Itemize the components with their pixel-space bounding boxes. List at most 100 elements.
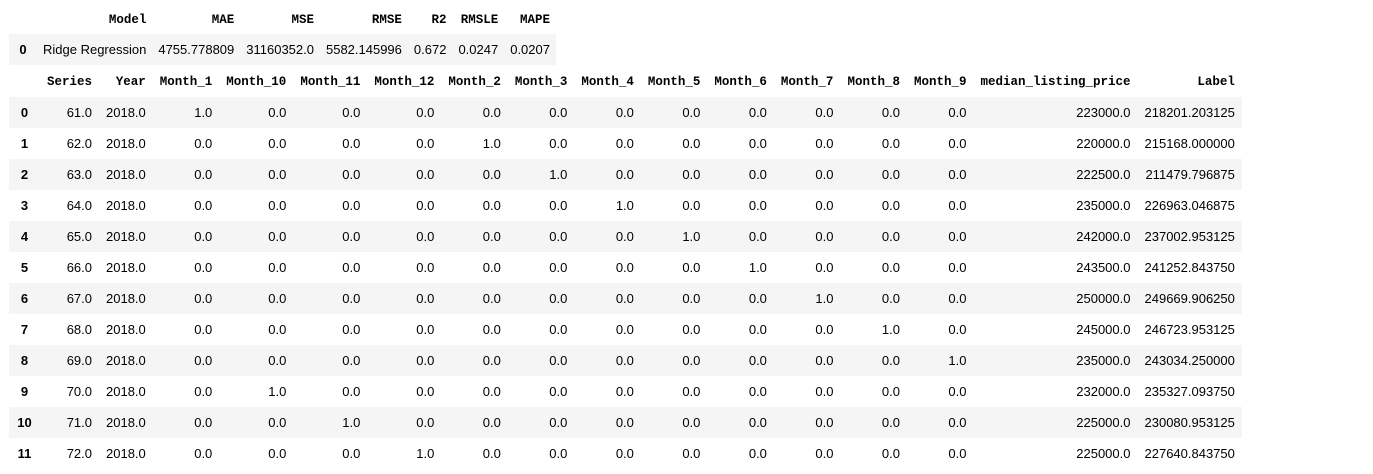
predictions-cell: 2018.0	[106, 260, 146, 275]
predictions-cell: 0.0	[482, 198, 501, 213]
metrics-column-header: RMSE	[371, 13, 402, 27]
metrics-column-header: MAPE	[519, 13, 550, 27]
predictions-cell: 0.0	[682, 322, 701, 337]
predictions-cell: 0.0	[549, 291, 568, 306]
predictions-cell: 0.0	[194, 136, 213, 151]
predictions-cell: 0.0	[815, 384, 834, 399]
predictions-row-index: 6	[20, 291, 29, 306]
predictions-cell: 0.0	[748, 353, 767, 368]
predictions-cell: 0.0	[682, 353, 701, 368]
predictions-cell: 0.0	[815, 260, 834, 275]
predictions-cell: 0.0	[416, 322, 435, 337]
predictions-row-index: 5	[20, 260, 29, 275]
predictions-row: 9 70.0 2018.0 0.0 1.0 0.0 0.0 0.0 0.0 0.0 0.0 0.0 0.…	[9, 376, 1242, 407]
predictions-cell: 64.0	[66, 198, 93, 213]
metrics-cell: 5582.145996	[325, 42, 402, 57]
predictions-cell: 0.0	[615, 384, 634, 399]
metrics-cell: Ridge Regression	[43, 42, 147, 57]
predictions-column-header: Month_2	[448, 75, 501, 89]
predictions-cell: 223000.0	[1076, 105, 1131, 120]
predictions-cell: 0.0	[948, 415, 967, 430]
predictions-cell: 0.0	[549, 260, 568, 275]
predictions-row-index: 7	[20, 322, 29, 337]
predictions-cell: 1.0	[615, 198, 634, 213]
predictions-cell: 0.0	[549, 384, 568, 399]
predictions-column-header: Label	[1197, 75, 1235, 89]
predictions-cell: 0.0	[194, 229, 213, 244]
predictions-column-header: Month_8	[847, 75, 900, 89]
predictions-cell: 0.0	[268, 260, 287, 275]
predictions-cell: 63.0	[66, 167, 93, 182]
predictions-cell: 0.0	[416, 384, 435, 399]
predictions-cell: 0.0	[615, 353, 634, 368]
predictions-cell: 0.0	[815, 198, 834, 213]
predictions-cell: 0.0	[748, 446, 767, 461]
predictions-cell: 0.0	[549, 198, 568, 213]
predictions-cell: 0.0	[948, 260, 967, 275]
predictions-cell: 0.0	[549, 136, 568, 151]
predictions-cell: 0.0	[268, 229, 287, 244]
predictions-cell: 0.0	[948, 446, 967, 461]
predictions-cell: 0.0	[815, 446, 834, 461]
predictions-cell: 0.0	[682, 384, 701, 399]
predictions-cell: 0.0	[482, 353, 501, 368]
predictions-cell: 65.0	[66, 229, 93, 244]
predictions-cell: 0.0	[881, 198, 900, 213]
predictions-cell: 0.0	[948, 229, 967, 244]
predictions-cell: 242000.0	[1076, 229, 1131, 244]
predictions-cell: 0.0	[615, 136, 634, 151]
predictions-cell: 0.0	[194, 198, 213, 213]
predictions-cell: 0.0	[342, 167, 361, 182]
predictions-cell: 0.0	[815, 136, 834, 151]
predictions-cell: 0.0	[948, 167, 967, 182]
metrics-table: Model MAE MSE RMSE R2 RMSLE MAPE 0 Ridge Regres…	[9, 6, 556, 65]
predictions-cell: 0.0	[881, 384, 900, 399]
predictions-row: 10 71.0 2018.0 0.0 0.0 1.0 0.0 0.0 0.0 0.0 0.0 0.0 0…	[9, 407, 1242, 438]
predictions-cell: 0.0	[194, 260, 213, 275]
predictions-cell: 0.0	[748, 384, 767, 399]
predictions-cell: 0.0	[615, 322, 634, 337]
predictions-cell: 1.0	[881, 322, 900, 337]
predictions-cell: 237002.953125	[1144, 229, 1235, 244]
predictions-cell: 0.0	[416, 136, 435, 151]
predictions-cell: 1.0	[342, 415, 361, 430]
predictions-cell: 0.0	[342, 198, 361, 213]
metrics-column-header: RMSLE	[460, 13, 499, 27]
predictions-cell: 0.0	[881, 415, 900, 430]
predictions-cell: 227640.843750	[1144, 446, 1235, 461]
predictions-cell: 0.0	[482, 229, 501, 244]
predictions-cell: 1.0	[416, 446, 435, 461]
predictions-cell: 235327.093750	[1144, 384, 1235, 399]
predictions-cell: 0.0	[482, 384, 501, 399]
predictions-cell: 245000.0	[1076, 322, 1131, 337]
predictions-cell: 218201.203125	[1144, 105, 1235, 120]
predictions-cell: 0.0	[815, 229, 834, 244]
metrics-column-header: Model	[108, 13, 147, 27]
predictions-cell: 0.0	[416, 291, 435, 306]
predictions-cell: 2018.0	[106, 291, 146, 306]
predictions-cell: 0.0	[881, 260, 900, 275]
predictions-cell: 0.0	[549, 105, 568, 120]
predictions-cell: 2018.0	[106, 136, 146, 151]
predictions-header-row: Series Year Month_1 Month_10 Month_11 Month_1…	[9, 67, 1242, 97]
metrics-column-header: MSE	[291, 13, 314, 27]
predictions-cell: 0.0	[948, 384, 967, 399]
metrics-cell: 0.0207	[510, 42, 550, 57]
predictions-cell: 0.0	[615, 167, 634, 182]
predictions-column-header: Month_10	[226, 75, 287, 89]
predictions-column-header: median_listing_price	[980, 75, 1131, 89]
predictions-row-index: 1	[20, 136, 29, 151]
predictions-cell: 0.0	[268, 136, 287, 151]
predictions-cell: 0.0	[748, 229, 767, 244]
predictions-cell: 0.0	[482, 291, 501, 306]
predictions-cell: 2018.0	[106, 198, 146, 213]
predictions-cell: 0.0	[815, 167, 834, 182]
predictions-cell: 0.0	[194, 446, 213, 461]
predictions-column-header: Month_12	[374, 75, 435, 89]
predictions-cell: 71.0	[66, 415, 93, 430]
predictions-row: 1 62.0 2018.0 0.0 0.0 0.0 0.0 1.0 0.0 0.0 0.0 0.0 0.…	[9, 128, 1242, 159]
predictions-cell: 225000.0	[1076, 415, 1131, 430]
predictions-cell: 0.0	[682, 105, 701, 120]
predictions-cell: 0.0	[748, 291, 767, 306]
predictions-column-header: Month_4	[581, 75, 634, 89]
